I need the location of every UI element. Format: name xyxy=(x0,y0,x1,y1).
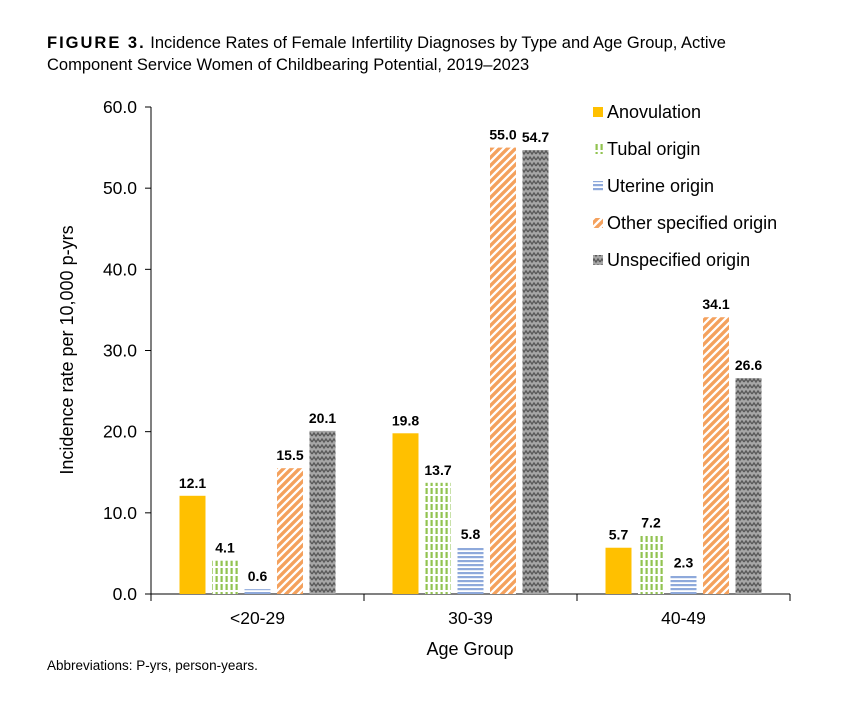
y-tick-label: 20.0 xyxy=(103,422,137,442)
x-tick-label: <20-29 xyxy=(230,608,285,628)
bar xyxy=(522,150,549,595)
bar-value-label: 34.1 xyxy=(702,296,729,312)
bar xyxy=(670,575,697,594)
bar xyxy=(638,535,664,594)
figure-title: Incidence Rates of Female Infertility Di… xyxy=(47,34,726,74)
y-axis-ticks: 0.0 10.0 20.0 30.0 40.0 50.0 60.0 xyxy=(103,97,151,604)
bar xyxy=(703,317,729,594)
bar-value-label: 12.1 xyxy=(179,475,206,491)
x-axis-ticks: <20-29 30-39 40-49 xyxy=(150,594,791,628)
bar xyxy=(490,147,516,595)
y-tick-label: 10.0 xyxy=(103,503,137,523)
legend-label: Uterine origin xyxy=(607,176,714,196)
figure-caption: FIGURE 3. Incidence Rates of Female Infe… xyxy=(47,32,807,76)
bar xyxy=(735,378,762,594)
bar-value-label: 5.8 xyxy=(461,526,481,542)
bars xyxy=(179,147,762,595)
y-axis-title: Incidence rate per 10,000 p-yrs xyxy=(57,225,77,474)
legend-label: Tubal origin xyxy=(607,139,700,159)
y-tick-label: 30.0 xyxy=(103,341,137,361)
y-tick-label: 0.0 xyxy=(113,584,138,604)
bar-value-label: 20.1 xyxy=(309,410,336,426)
x-tick-label: 40-49 xyxy=(661,608,706,628)
bar-value-label: 5.7 xyxy=(609,527,629,543)
bar-value-label: 19.8 xyxy=(392,412,419,428)
bar xyxy=(457,546,484,594)
bar-value-label: 55.0 xyxy=(489,127,516,143)
figure-number: FIGURE 3. xyxy=(47,34,146,52)
y-tick-label: 60.0 xyxy=(103,97,137,117)
bar-value-label: 15.5 xyxy=(276,447,303,463)
bar xyxy=(392,433,419,594)
legend-label: Other specified origin xyxy=(607,213,777,233)
legend-label: Unspecified origin xyxy=(607,250,750,270)
bar xyxy=(425,482,451,594)
bar-value-label: 26.6 xyxy=(735,357,762,373)
bar-value-label: 7.2 xyxy=(641,515,661,531)
legend-swatch xyxy=(593,218,603,228)
bar xyxy=(605,547,632,594)
bar-value-label: 54.7 xyxy=(522,129,549,145)
y-tick-label: 40.0 xyxy=(103,259,137,279)
x-axis-title: Age Group xyxy=(426,639,513,659)
bar xyxy=(277,468,303,594)
legend-swatch xyxy=(593,107,603,117)
legend-swatch xyxy=(593,255,603,265)
y-tick-label: 50.0 xyxy=(103,178,137,198)
legend-label: Anovulation xyxy=(607,102,701,122)
bar-value-label: 0.6 xyxy=(248,568,268,584)
bar xyxy=(244,589,271,594)
bar xyxy=(179,495,206,594)
bar-value-label: 2.3 xyxy=(674,554,694,570)
x-tick-label: 30-39 xyxy=(448,608,493,628)
legend-swatch xyxy=(593,181,603,191)
legend: Anovulation Tubal origin Uterine origin Oth… xyxy=(593,102,777,270)
legend-swatch xyxy=(593,144,603,154)
data-labels: 12.1 19.8 5.7 4.1 13.7 7.2 0.6 5.8 2.3 15.5 55.0 34… xyxy=(179,127,762,585)
bar-value-label: 13.7 xyxy=(424,462,451,478)
bar xyxy=(309,430,336,594)
bar-value-label: 4.1 xyxy=(215,540,235,556)
footnote: Abbreviations: P-yrs, person-years. xyxy=(47,658,258,673)
bar xyxy=(212,560,238,594)
